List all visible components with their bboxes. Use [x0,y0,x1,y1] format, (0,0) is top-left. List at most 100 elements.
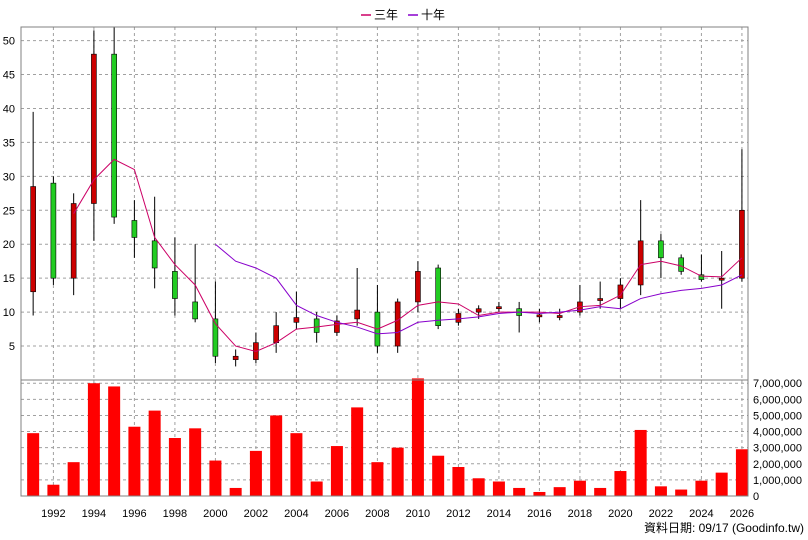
candle-body [212,318,219,357]
volume-bar [47,484,60,496]
volume-bar [249,450,262,496]
volume-y-tick-label: 2,000,000 [753,459,802,471]
moving-average-lines [73,158,743,353]
volume-bar [634,429,647,496]
x-tick-label: 2000 [203,508,227,520]
x-tick-label: 1996 [122,508,146,520]
legend-label-3yr: 三年 [374,8,398,22]
volume-bar [270,415,283,496]
price-panel: 5 10 15 20 25 30 35 40 45 50 [3,26,749,381]
x-tick-label: 2012 [446,508,470,520]
price-grid [21,27,748,380]
volume-bar [108,386,121,496]
candle-body [394,301,401,347]
x-tick-label: 2010 [406,508,430,520]
price-y-tick-label: 20 [3,239,15,251]
candle-body [111,53,117,218]
volume-y-tick-label: 1,000,000 [753,475,802,487]
volume-y-tick-label: 0 [753,491,759,503]
volume-bar [573,480,586,496]
x-tick-label: 1998 [163,508,187,520]
volume-panel: 0 1,000,000 2,000,000 3,000,000 4,000,000 5,0… [20,378,802,503]
x-tick-label: 2024 [689,508,713,520]
candle-body [435,267,441,326]
x-tick-label: 2002 [244,508,268,520]
price-frame [20,26,749,381]
price-y-tick-label: 25 [3,205,15,217]
candle-body [678,257,684,272]
candle-body [496,306,502,310]
candle-body [415,271,421,303]
x-tick-label: 2026 [730,508,754,520]
price-y-tick-label: 30 [3,171,15,183]
candle-body [30,186,36,293]
candle-body [91,53,97,204]
candle-body [293,317,300,323]
x-tick-label: 2006 [325,508,349,520]
price-y-tick-label: 40 [3,103,15,115]
volume-bar [209,460,222,496]
volume-bar [290,433,303,496]
x-tick-label: 2004 [284,508,308,520]
volume-bar [128,426,141,496]
volume-y-tick-label: 7,000,000 [753,378,802,390]
volume-bar [148,410,161,496]
candle-body [455,313,462,323]
volume-bar [533,491,546,496]
volume-bar [351,407,364,496]
volume-bar [27,433,40,496]
x-axis: 1992 1994 1996 1998 2000 2002 2004 2006 2008 2010… [41,508,754,520]
candle-body [739,209,745,279]
volume-bar [695,480,708,496]
volume-bar [675,489,688,496]
volume-y-axis: 0 1,000,000 2,000,000 3,000,000 4,000,000 5,0… [753,378,802,503]
volume-bar [411,378,424,496]
volume-bar [594,487,607,496]
volume-y-tick-label: 6,000,000 [753,394,802,406]
footer-source: 資料日期: 09/17 (Goodinfo.tw) [644,521,804,535]
x-tick-label: 1994 [82,508,106,520]
candle-body [536,314,543,318]
price-y-tick-label: 50 [3,36,15,48]
legend: 三年 十年 [361,8,445,22]
candle-body [637,240,644,286]
candle-body [192,301,198,320]
candle-body [273,325,279,343]
candle-body [70,203,77,279]
volume-bar [735,449,748,496]
candle-body [172,271,178,299]
volume-bar [492,481,505,496]
x-tick-label: 2008 [365,508,389,520]
volume-y-tick-label: 4,000,000 [753,427,802,439]
volume-bars [27,378,748,496]
candle-body [475,308,482,313]
candle-body [131,220,138,238]
volume-bar [67,462,80,496]
volume-bar [229,487,242,496]
price-y-tick-label: 45 [3,70,15,82]
volume-y-tick-label: 3,000,000 [753,443,802,455]
candle-body [658,240,664,259]
volume-bar [513,487,526,496]
volume-bar [391,447,404,496]
candle-body [313,318,320,333]
candle-body [597,298,603,301]
price-y-tick-label: 15 [3,273,15,285]
candle-body [556,315,563,318]
price-y-axis: 5 10 15 20 25 30 35 40 45 50 [3,36,15,353]
candle-body [50,182,57,279]
candlesticks [30,27,745,367]
ma-line-3yr [73,158,743,353]
legend-label-10yr: 十年 [421,8,445,22]
price-y-tick-label: 10 [3,307,15,319]
volume-bar [452,467,465,496]
volume-bar [87,383,100,496]
volume-y-tick-label: 5,000,000 [753,410,802,422]
volume-bar [310,481,323,496]
volume-bar [189,428,202,496]
volume-bar [168,438,181,496]
candle-body [718,277,725,281]
x-tick-label: 2014 [487,508,511,520]
candle-body [354,309,360,320]
